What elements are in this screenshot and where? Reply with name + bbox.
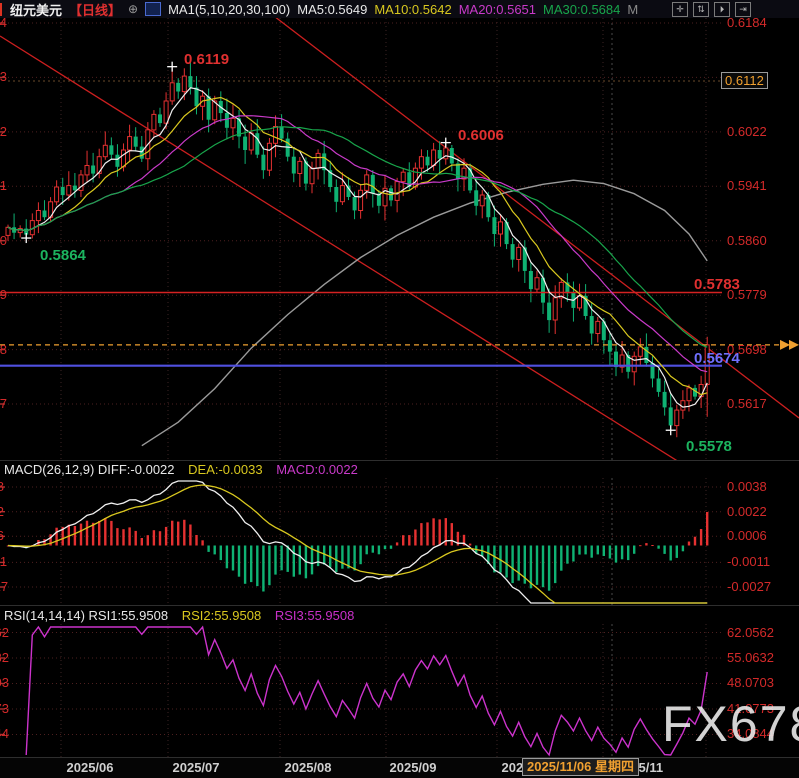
annotation-low-0.5864: 0.5864 <box>40 247 86 264</box>
ma10-value: MA10:0.5642 <box>374 1 452 17</box>
rsi-axis-label: 48.0703 <box>727 675 774 691</box>
panel-separator <box>0 605 799 606</box>
price-axis-label-left: 0.6103 <box>0 69 7 85</box>
rsi-axis-label: 55.0632 <box>727 649 774 665</box>
macd-axis-label-left: -0.0027 <box>0 579 9 595</box>
chart-toolbar: ✛ ⇅ ⏵ ⇥ <box>672 2 751 17</box>
price-axis-label: 0.6022 <box>727 123 767 139</box>
y-scale-icon[interactable]: ⇅ <box>693 2 709 17</box>
macd-axis-label: 0.0038 <box>727 479 767 495</box>
rsi-axis-label: 62.0562 <box>727 624 774 640</box>
rsi-axis-label-left: 34.0844 <box>0 726 9 742</box>
rsi-axis-label-left: 55.0632 <box>0 649 9 665</box>
rsi3-value: RSI3:55.9508 <box>274 608 355 623</box>
macd-axis-label: 0.0022 <box>727 503 767 519</box>
move-tool-icon[interactable]: ✛ <box>672 2 688 17</box>
price-axis-label: 0.5941 <box>727 178 767 194</box>
price-axis-label-left: 0.5698 <box>0 341 7 357</box>
hline-label-0.5783[interactable]: 0.5783 <box>694 276 740 293</box>
price-axis-label-left: 0.6184 <box>0 15 7 30</box>
macd-axis-label: -0.0027 <box>727 579 772 595</box>
macd-header: MACD(26,12,9) DIFF:-0.0022 DEA:-0.0033 M… <box>4 462 368 477</box>
price-axis-label: 0.6184 <box>727 15 767 30</box>
price-axis-label-left: 0.5617 <box>0 396 7 412</box>
macd-axis-label-left: 0.0022 <box>0 503 4 519</box>
hline-label-0.5674[interactable]: 0.5674 <box>694 350 740 367</box>
macd-axis-label: 0.0006 <box>727 528 767 544</box>
month-label: 2025/09 <box>389 760 437 775</box>
pan-right-icon[interactable]: ⇥ <box>735 2 751 17</box>
price-axis-label-left: 0.5941 <box>0 178 7 194</box>
price-axis-label: 0.5698 <box>727 341 767 357</box>
instrument-title: 纽元美元 <box>10 2 63 18</box>
price-axis-label: 0.5617 <box>727 396 767 412</box>
rsi2-value: RSI2:55.9508 <box>181 608 262 623</box>
price-axis-label-left: 0.5860 <box>0 232 7 248</box>
fx678-watermark: FX678 <box>662 696 799 752</box>
circle-plus-icon[interactable]: ⊕ <box>128 2 139 16</box>
header-accent-bar <box>0 2 2 16</box>
macd-value: MACD:0.0022 <box>276 462 358 477</box>
ma30-value: MA30:0.5684 <box>543 1 621 17</box>
rsi-axis-label-left: 48.0703 <box>0 675 9 691</box>
rsi-axis-label: 34.0844 <box>727 726 774 742</box>
rsi-header: RSI(14,14,14) RSI1:55.9508 RSI2:55.9508 … <box>4 608 364 623</box>
month-label: 2025/06 <box>66 760 114 775</box>
annotation-high-0.6006: 0.6006 <box>458 127 504 144</box>
x-scale-icon[interactable]: ⏵ <box>714 2 730 17</box>
date-axis[interactable]: 2025/06 2025/07 2025/08 2025/09 2025/10 … <box>0 758 799 778</box>
ma5-value: MA5:0.5649 <box>297 1 368 17</box>
price-axis-label: 0.5860 <box>727 232 767 248</box>
macd-panel[interactable] <box>0 478 799 605</box>
macd-axis-label-left: 0.0006 <box>0 528 4 544</box>
rsi-axis-label: 41.0773 <box>727 700 774 716</box>
price-axis-label-left: 0.5779 <box>0 287 7 303</box>
crosshair-date-tag: 2025/11/06 星期四 <box>522 758 639 776</box>
macd-diff-value: MACD(26,12,9) DIFF:-0.0022 <box>4 462 175 477</box>
annotation-high-0.6119: 0.6119 <box>184 51 230 68</box>
macd-axis-label-left: 0.0038 <box>0 479 4 495</box>
ma-settings-label: MA1(5,10,20,30,100) <box>168 1 291 17</box>
macd-axis-label-left: -0.0011 <box>0 554 8 570</box>
month-label: 2025/07 <box>172 760 220 775</box>
chart-header: 纽元美元 【日线】 ⊕ MA1(5,10,20,30,100) MA5:0.56… <box>0 0 799 18</box>
panel-separator <box>0 460 799 461</box>
rsi-axis-label-left: 41.0773 <box>0 700 9 716</box>
price-axis-label: 0.5779 <box>727 287 767 303</box>
annotation-low-0.5578: 0.5578 <box>686 438 732 455</box>
ma20-value: MA20:0.5651 <box>458 1 537 17</box>
rsi-panel[interactable] <box>0 624 799 757</box>
price-axis-label-left: 0.6022 <box>0 123 7 139</box>
macd-axis-label: -0.0011 <box>727 554 771 570</box>
ma100-value-truncated: M <box>627 1 639 17</box>
kline-chart-icon[interactable] <box>145 2 162 16</box>
rsi-axis-label-left: 62.0562 <box>0 624 9 640</box>
candles-layer <box>5 61 710 438</box>
period-label[interactable]: 【日线】 <box>69 2 122 18</box>
main-price-panel[interactable] <box>0 18 799 460</box>
rsi1-value: RSI(14,14,14) RSI1:55.9508 <box>4 608 169 623</box>
month-label: 2025/08 <box>284 760 332 775</box>
macd-dea-value: DEA:-0.0033 <box>188 462 263 477</box>
crosshair-price-tag: 0.6112 <box>721 72 768 89</box>
panel-separator <box>0 757 799 758</box>
